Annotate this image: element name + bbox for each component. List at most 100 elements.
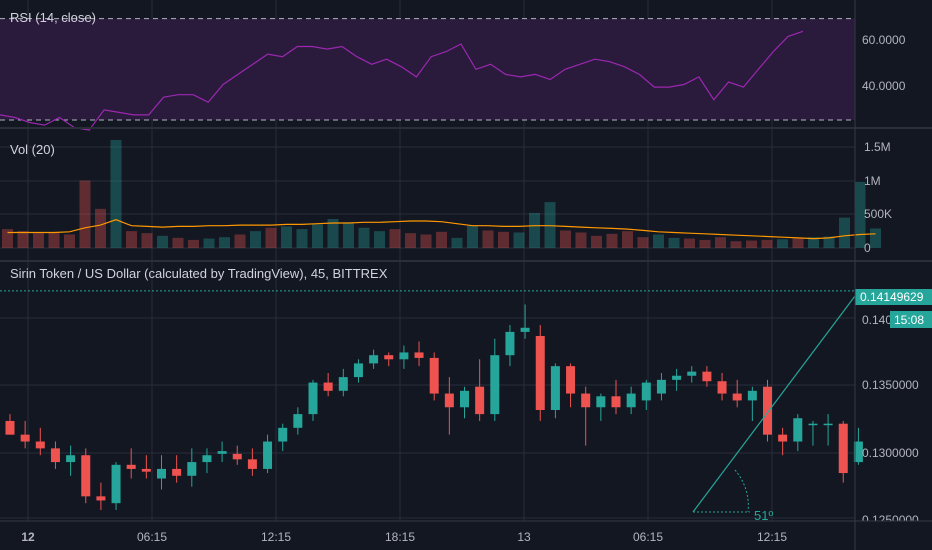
volume-bar xyxy=(839,217,850,248)
volume-title[interactable]: Vol (20) xyxy=(10,142,55,157)
candle-body xyxy=(66,455,76,463)
volume-tick-label: 0 xyxy=(864,241,871,255)
volume-bar xyxy=(715,237,726,248)
volume-bar xyxy=(544,202,556,248)
rsi-title[interactable]: RSI (14, close) xyxy=(10,10,96,25)
candle-body xyxy=(596,396,606,408)
volume-bar xyxy=(250,231,261,248)
candle-body xyxy=(763,386,772,435)
candle-body xyxy=(853,441,863,463)
volume-bar xyxy=(265,227,277,248)
volume-bar xyxy=(389,229,401,248)
last-price-label: 0.14149629 xyxy=(860,290,924,304)
volume-bar xyxy=(374,231,385,248)
countdown-label: 15:08 xyxy=(894,313,924,327)
volume-bar xyxy=(870,228,881,248)
candle-body xyxy=(278,427,288,442)
time-axis-label: 06:15 xyxy=(633,530,663,544)
volume-bar xyxy=(343,222,354,248)
volume-bar xyxy=(699,239,711,248)
volume-ma-line xyxy=(7,219,876,240)
volume-bar xyxy=(637,237,649,248)
candle-body xyxy=(672,375,682,380)
time-axis-label: 12 xyxy=(21,530,35,544)
price-pane[interactable]: 51º Sirin Token / US Dollar (calculated … xyxy=(0,266,932,527)
price-tick-label: 0.140 xyxy=(862,313,892,327)
volume-bar xyxy=(126,231,137,248)
volume-bar xyxy=(653,234,664,248)
volume-bar xyxy=(64,234,75,248)
candle-body xyxy=(202,455,212,463)
candle-body xyxy=(838,423,848,474)
volume-bar xyxy=(219,237,230,248)
rsi-tick-label: 40.0000 xyxy=(862,79,906,93)
candle-body xyxy=(641,382,651,401)
volume-bar xyxy=(79,180,91,248)
candle-body xyxy=(369,355,379,364)
volume-bar xyxy=(33,233,44,248)
candle-body xyxy=(217,451,227,454)
volume-bars xyxy=(2,140,881,248)
candle-body xyxy=(460,390,469,408)
volume-bar xyxy=(575,232,587,248)
time-axis-label: 06:15 xyxy=(137,530,167,544)
candle-body xyxy=(384,355,394,360)
volume-bar xyxy=(141,233,153,248)
volume-tick-label: 500K xyxy=(864,207,892,221)
trend-line[interactable] xyxy=(692,295,856,513)
volume-bar xyxy=(95,208,106,248)
time-axis-label: 12:15 xyxy=(261,530,291,544)
candle-body xyxy=(581,393,591,408)
volume-bar xyxy=(808,237,819,248)
volume-pane[interactable]: Vol (20) 1.5M 1M 500K 0 xyxy=(2,140,892,255)
volume-bar xyxy=(312,224,323,248)
candle-body xyxy=(747,390,757,401)
candle-body xyxy=(35,441,45,449)
candle-body xyxy=(520,327,530,332)
candle-body xyxy=(778,434,788,442)
candle-body xyxy=(5,420,15,435)
candle-body xyxy=(338,377,348,391)
candle-body xyxy=(141,468,151,472)
candle-body xyxy=(566,366,576,394)
candle-body xyxy=(505,331,515,356)
candle-body xyxy=(96,496,106,501)
last-price-marker xyxy=(855,289,932,305)
volume-bar xyxy=(234,234,246,248)
candle-body xyxy=(687,371,697,376)
price-tick-label: 0.1350000 xyxy=(862,378,919,392)
volume-bar xyxy=(327,218,339,248)
volume-bar xyxy=(591,235,602,248)
volume-bar xyxy=(405,233,416,248)
volume-bar xyxy=(761,239,773,248)
candle-body xyxy=(550,366,560,410)
volume-bar xyxy=(777,239,788,248)
volume-bar xyxy=(730,241,742,248)
candle-body xyxy=(732,393,742,401)
volume-bar xyxy=(498,231,509,248)
volume-bar xyxy=(420,234,432,248)
candle-body xyxy=(808,423,818,426)
candle-body xyxy=(172,468,182,476)
candle-body xyxy=(444,393,454,408)
candle-body xyxy=(247,459,257,469)
volume-bar xyxy=(2,229,13,248)
rsi-pane[interactable]: RSI (14, close) 60.0000 40.0000 xyxy=(0,10,906,131)
candle-body xyxy=(308,382,318,415)
price-chart-title[interactable]: Sirin Token / US Dollar (calculated by T… xyxy=(10,266,388,281)
volume-bar xyxy=(17,231,29,248)
candle-body xyxy=(20,434,30,442)
volume-bar xyxy=(482,230,494,248)
time-axis-label: 13 xyxy=(517,530,531,544)
countdown-marker xyxy=(890,311,932,328)
candle-body xyxy=(626,393,636,408)
time-axis[interactable] xyxy=(0,521,932,550)
candle-body xyxy=(793,418,803,442)
candle-body xyxy=(293,414,303,428)
volume-bar xyxy=(529,212,540,248)
volume-tick-label: 1M xyxy=(864,174,881,188)
time-axis-label: 12:15 xyxy=(757,530,787,544)
candle-body xyxy=(126,464,136,469)
candle-body xyxy=(702,371,712,382)
